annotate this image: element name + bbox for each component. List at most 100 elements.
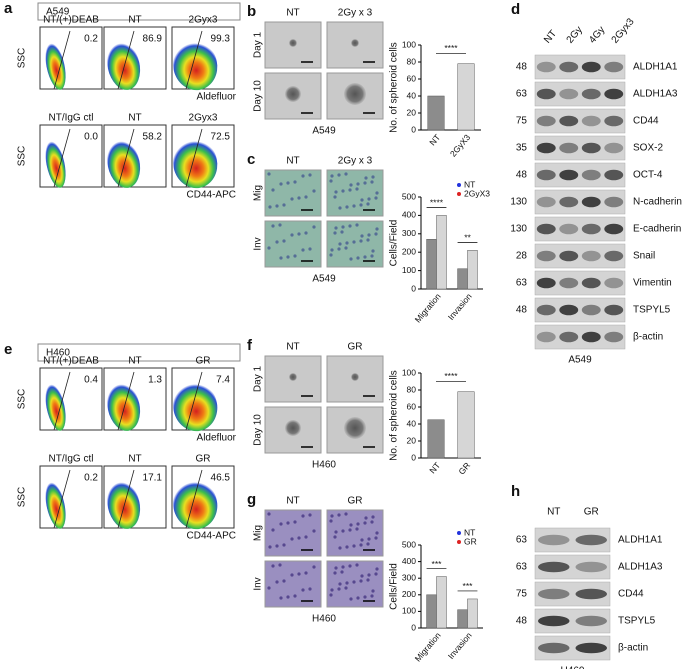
protein-name: β-actin — [633, 332, 663, 343]
band — [604, 88, 624, 100]
cell — [304, 231, 308, 235]
band — [604, 169, 624, 181]
protein-name: ALDH1A3 — [618, 562, 663, 573]
cell — [344, 246, 348, 250]
cell — [268, 545, 272, 549]
y-axis-label: Cells/Field — [389, 563, 400, 610]
cell-population — [45, 480, 66, 529]
cell — [301, 248, 305, 252]
band — [559, 250, 579, 262]
band — [559, 142, 579, 154]
molecular-weight: 28 — [516, 251, 528, 262]
row-label: Inv — [253, 237, 264, 250]
panel-label: h — [511, 483, 520, 500]
molecular-weight: 48 — [516, 616, 528, 627]
cell — [338, 582, 342, 586]
cell — [290, 573, 294, 577]
band — [536, 223, 556, 235]
cell — [312, 529, 316, 533]
gate — [117, 30, 135, 90]
cell — [348, 564, 352, 568]
cell — [330, 174, 334, 178]
y-tick-label: 100 — [402, 39, 416, 49]
y-axis-label: SSC — [17, 487, 28, 508]
bar — [457, 609, 468, 629]
band — [581, 250, 601, 262]
cell — [375, 567, 379, 571]
cell — [375, 531, 379, 535]
cell — [308, 173, 312, 177]
cell-population — [45, 139, 66, 188]
cell — [337, 173, 341, 177]
molecular-weight: 48 — [516, 305, 528, 316]
band — [559, 223, 579, 235]
plot-title: 2Gyx3 — [189, 15, 218, 26]
y-tick-label: 100 — [402, 606, 416, 616]
cell — [355, 187, 359, 191]
cell — [355, 563, 359, 567]
cell — [312, 225, 316, 229]
cell — [275, 204, 279, 208]
cell — [333, 535, 337, 539]
gate-percentage: 0.2 — [84, 34, 98, 45]
cell — [297, 536, 301, 540]
legend-label: NT — [464, 179, 475, 189]
cell — [330, 588, 334, 592]
caption: A549 — [312, 126, 336, 137]
gate — [185, 30, 203, 90]
band — [559, 115, 579, 127]
cell-population — [173, 381, 218, 432]
molecular-weight: 63 — [516, 562, 528, 573]
x-tick-label: Migration — [413, 291, 443, 324]
band — [536, 115, 556, 127]
cell — [352, 580, 356, 584]
cell — [312, 565, 316, 569]
cell — [367, 233, 371, 237]
bar — [426, 594, 437, 629]
x-axis-label: CD44-APC — [187, 190, 236, 201]
cell-population — [173, 479, 218, 530]
row-label: Day 10 — [253, 80, 264, 112]
row-label: Day 1 — [253, 32, 264, 59]
band — [581, 61, 601, 73]
cell — [271, 188, 275, 192]
band — [536, 250, 556, 262]
band — [604, 250, 624, 262]
band — [604, 196, 624, 208]
spheroid — [351, 39, 359, 47]
gate-percentage: 99.3 — [211, 34, 231, 45]
molecular-weight: 35 — [516, 143, 528, 154]
band — [559, 88, 579, 100]
y-tick-label: 0 — [411, 124, 416, 134]
band — [536, 169, 556, 181]
y-tick-label: 20 — [407, 435, 417, 445]
band — [581, 115, 601, 127]
panel-label: b — [247, 3, 256, 20]
cell — [352, 204, 356, 208]
cell — [267, 586, 271, 590]
band — [559, 331, 579, 343]
molecular-weight: 48 — [516, 62, 528, 73]
column-header: 2Gy x 3 — [338, 8, 373, 19]
cell — [301, 514, 305, 518]
cell — [330, 248, 334, 252]
cell — [340, 230, 344, 234]
cell — [334, 190, 338, 194]
cell — [293, 520, 297, 524]
cell — [275, 240, 279, 244]
cell — [367, 573, 371, 577]
cell — [370, 594, 374, 598]
cell — [293, 180, 297, 184]
cell — [290, 233, 294, 237]
cell-population — [107, 479, 141, 529]
gate — [185, 469, 203, 529]
band — [604, 304, 624, 316]
cell — [304, 195, 308, 199]
protein-name: SOX-2 — [633, 143, 663, 154]
gate — [117, 128, 135, 188]
band — [581, 142, 601, 154]
cell — [341, 565, 345, 569]
band — [581, 88, 601, 100]
cell-line: H460 — [46, 348, 70, 359]
